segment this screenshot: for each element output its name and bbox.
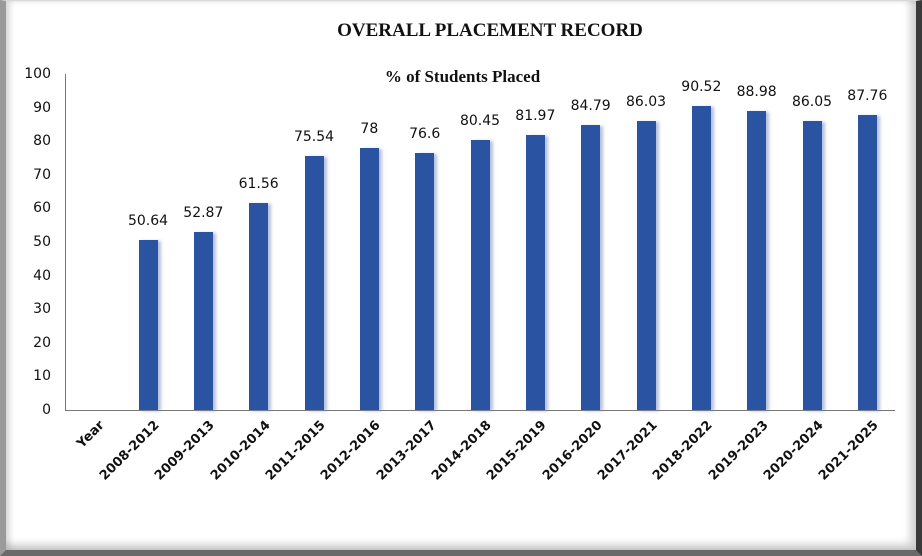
bar-value-label: 61.56 [238,176,279,193]
bar-value-label: 86.05 [791,93,833,110]
chart-title: OVERALL PLACEMENT RECORD [337,20,643,41]
bar-value-label: 88.98 [736,84,777,101]
bar-value-label: 78 [360,120,379,137]
bar-value-label: 80.45 [459,112,501,129]
y-tick-label: 50 [33,234,51,250]
bar [525,134,545,410]
bar [138,239,158,410]
chart-subtitle: % of Students Placed [384,67,541,86]
bar [193,232,213,410]
bar-value-label: 90.52 [681,78,722,95]
y-tick-label: 70 [33,166,51,183]
bar [415,152,435,410]
y-tick-label: 80 [33,133,51,150]
y-axis-line [65,74,66,410]
bar [359,147,379,410]
y-tick-label: 20 [33,334,51,351]
bar [691,105,711,410]
bar-value-label: 50.64 [127,212,169,229]
plot-area: 0 10 20 30 40 50 60 70 80 90 100 Year 50.64 2008-2012… [24,66,895,484]
bar-value-label: 86.03 [625,93,667,110]
bar-value-label: 87.76 [847,88,888,105]
bar [802,120,822,410]
y-tick-label: 100 [24,66,51,82]
y-tick-label: 40 [33,267,51,284]
y-tick-label: 30 [33,301,51,318]
y-tick-label: 10 [33,368,51,385]
x-axis-line [65,410,895,411]
bar-value-label: 52.87 [183,205,224,222]
bar [636,120,656,410]
bar [470,139,490,410]
bar-value-label: 75.54 [293,129,335,146]
bar [581,125,601,410]
bar [304,156,324,410]
y-tick-label: 0 [42,402,51,418]
bar [747,111,767,410]
bar [249,203,269,410]
bar [857,115,877,410]
bar-value-label: 84.79 [570,98,611,115]
bar-value-label: 81.97 [515,107,556,124]
y-tick-label: 60 [33,200,51,217]
y-tick-label: 90 [33,99,51,116]
bar-value-label: 76.6 [409,125,441,142]
